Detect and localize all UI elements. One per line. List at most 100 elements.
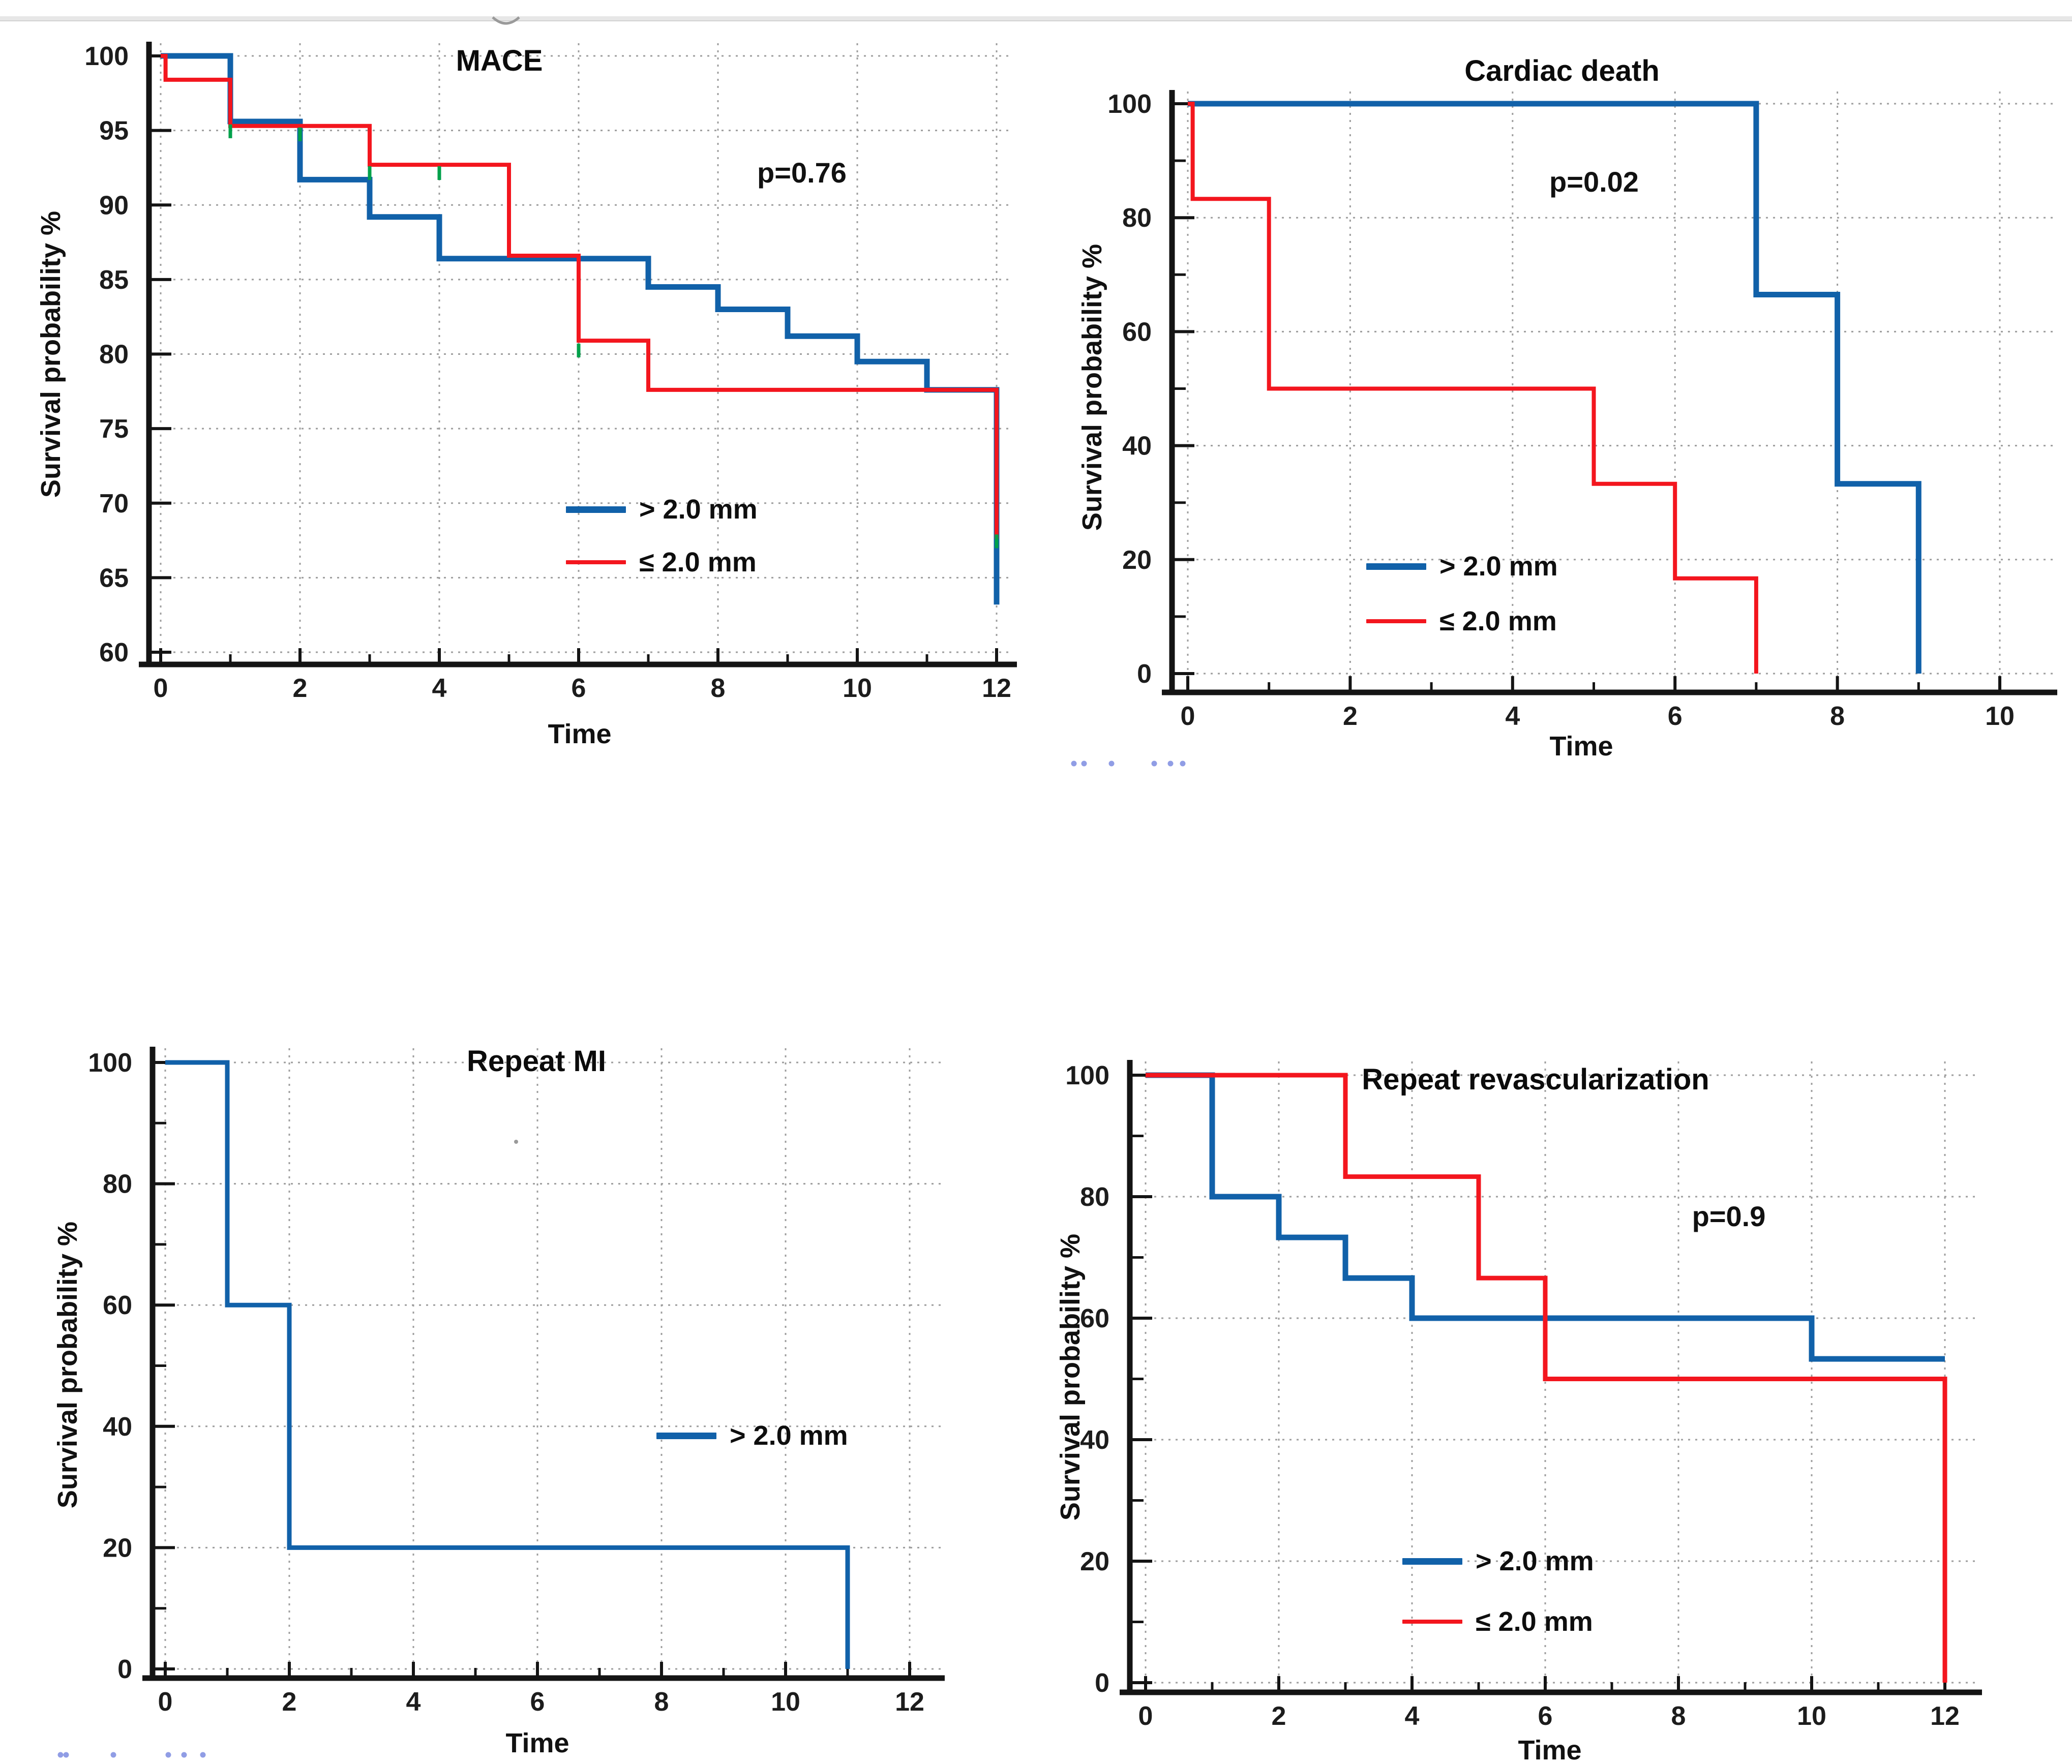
x-tick-label: 4 [432,674,447,703]
cropped-number-at-risk-dots [110,1752,116,1758]
cropped-number-at-risk-dots [165,1752,171,1758]
y-tick-label: 80 [103,1170,132,1199]
y-tick-label: 0 [117,1655,132,1684]
y-tick-label: 95 [99,116,129,146]
legend-repeat-revasc: > 2.0 mm ≤ 2.0 mm [1402,1541,1594,1642]
y-tick-label: 60 [1122,317,1152,347]
chart-title-repeat-revasc: Repeat revascularization [1362,1063,1709,1097]
cropped-number-at-risk-dots [1151,761,1157,767]
legend-item-gt: > 2.0 mm [566,489,758,530]
x-tick-label: 2 [293,674,308,703]
cropped-number-at-risk-dots [63,1752,69,1758]
legend-label-gt: > 2.0 mm [1439,551,1558,582]
km-panel-cardiac-death: 0 20 40 60 80 100 0 2 4 6 8 10 [1107,89,2057,731]
chart-title-cardiac-death: Cardiac death [1464,54,1660,88]
y-axis-title-repeat-revasc: Survival probability % [1055,1233,1086,1521]
p-value-mace: p=0.76 [757,157,847,189]
x-tick-label: 2 [1272,1701,1286,1731]
y-tick-label: 0 [1095,1668,1109,1698]
y-tick-label: 60 [99,638,129,667]
cropped-number-at-risk-dots [57,1752,64,1758]
km-curve-gt-2mm [1146,1072,1945,1362]
x-tick-label: 6 [572,674,586,703]
x-tick-label: 4 [1505,702,1520,731]
y-tick-label: 70 [99,489,129,519]
legend-swatch-blue-icon [656,1432,716,1439]
legend-mace: > 2.0 mm ≤ 2.0 mm [566,489,758,583]
y-tick-label: 20 [1080,1547,1109,1576]
y-tick-label: 80 [1122,203,1152,233]
chart-title-repeat-mi: Repeat MI [467,1045,606,1078]
legend-item-le: ≤ 2.0 mm [1402,1601,1594,1642]
y-tick-label: 0 [1137,659,1152,689]
p-value-cardiac-death: p=0.02 [1549,166,1639,198]
x-tick-label: 10 [1985,702,2015,731]
stray-dot-artifact [514,1140,518,1144]
x-tick-label: 6 [1668,702,1683,731]
y-axis-title-cardiac-death: Survival probability % [1077,244,1107,531]
legend-repeat-mi: > 2.0 mm [656,1415,848,1456]
km-panel-mace: 60 65 70 75 80 85 90 95 100 0 2 4 6 8 10 12 [84,42,1017,703]
x-tick-label: 0 [158,1687,173,1717]
chart-title-mace: MACE [456,44,543,78]
y-axis-title-mace: Survival probability % [36,210,66,498]
legend-item-gt: > 2.0 mm [1402,1541,1594,1581]
cropped-number-at-risk-dots [200,1752,206,1758]
x-tick-label: 4 [1405,1701,1420,1731]
legend-swatch-blue-icon [1402,1558,1462,1565]
y-tick-label: 65 [99,563,129,593]
x-tick-label: 10 [843,674,872,703]
km-curve-gt-2mm [165,1060,850,1669]
km-curve-le-2mm [161,54,999,539]
x-tick-label: 6 [1538,1701,1553,1731]
x-tick-label: 8 [711,674,726,703]
km-panel-repeat-mi: 0 20 40 60 80 100 0 2 4 6 8 10 12 [88,1047,945,1717]
x-tick-label: 12 [1930,1701,1960,1731]
x-tick-label: 2 [1343,702,1358,731]
x-tick-label: 2 [282,1687,297,1717]
cropped-text-arc-artifact [492,16,520,25]
y-tick-label: 100 [88,1048,132,1078]
legend-item-le: ≤ 2.0 mm [1366,601,1558,642]
y-tick-label: 100 [84,42,129,71]
y-tick-label: 80 [99,340,129,370]
y-tick-label: 40 [1122,432,1152,461]
legend-swatch-red-icon [566,560,626,564]
y-tick-label: 75 [99,414,129,444]
cropped-number-at-risk-dots [1167,761,1174,767]
legend-item-gt: > 2.0 mm [656,1415,848,1456]
x-axis-title-repeat-mi: Time [505,1728,569,1758]
legend-cardiac-death: > 2.0 mm ≤ 2.0 mm [1366,546,1558,642]
x-tick-label: 4 [406,1687,421,1717]
y-tick-label: 60 [1080,1304,1109,1333]
x-tick-label: 10 [771,1687,800,1717]
x-tick-label: 12 [982,674,1011,703]
legend-swatch-blue-icon [566,506,626,513]
legend-label-gt: > 2.0 mm [639,494,758,525]
x-tick-label: 0 [154,674,168,703]
y-tick-label: 60 [103,1291,132,1320]
y-tick-label: 85 [99,265,129,295]
legend-label-gt: > 2.0 mm [730,1420,848,1451]
x-tick-label: 0 [1181,702,1195,731]
x-tick-label: 8 [1830,702,1845,731]
legend-label-gt: > 2.0 mm [1476,1546,1594,1576]
y-tick-label: 20 [103,1533,132,1563]
legend-label-le: ≤ 2.0 mm [1439,606,1557,636]
cropped-number-at-risk-dots [1108,761,1115,767]
x-axis-title-repeat-revasc: Time [1518,1735,1582,1764]
cropped-number-at-risk-dots [1071,761,1077,767]
y-axis-title-repeat-mi: Survival probability % [52,1221,83,1509]
y-tick-label: 100 [1107,89,1152,119]
cropped-number-at-risk-dots [1081,761,1087,767]
km-curve-gt-2mm [1188,101,1921,674]
legend-label-le: ≤ 2.0 mm [1476,1606,1593,1637]
x-axis-title-mace: Time [548,719,612,749]
y-tick-label: 80 [1080,1182,1109,1212]
legend-item-gt: > 2.0 mm [1366,546,1558,587]
km-curve-le-2mm [1188,102,1758,674]
legend-swatch-red-icon [1402,1620,1462,1624]
x-tick-label: 8 [1671,1701,1686,1731]
